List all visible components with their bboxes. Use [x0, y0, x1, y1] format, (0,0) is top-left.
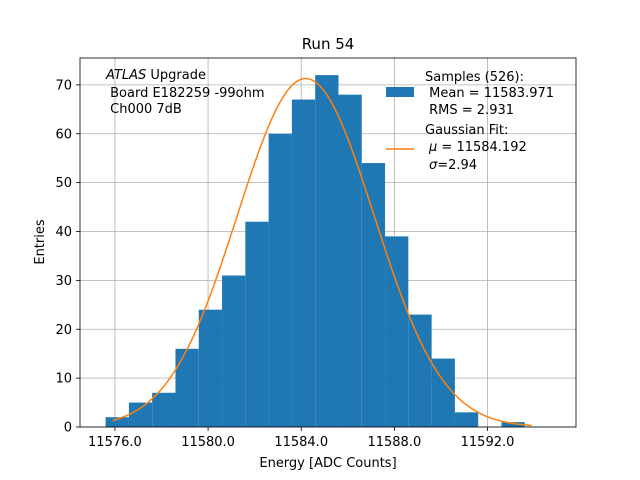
y-tick-label: 70 [55, 78, 72, 93]
x-axis-ticks: 11576.0 11580.0 11584.0 11588.0 11592.0 [88, 427, 514, 450]
x-tick-label: 11576.0 [88, 435, 142, 450]
histogram-bar [501, 422, 525, 427]
histogram-bar [245, 221, 269, 427]
y-tick-label: 30 [55, 274, 72, 289]
histogram-bar [431, 358, 455, 427]
svg-text:σ=2.94: σ=2.94 [429, 158, 477, 173]
plot-area-frame [79, 57, 577, 428]
x-axis-label: Energy [ADC Counts] [259, 456, 396, 471]
svg-text:ATLAS Upgrade: ATLAS Upgrade [105, 68, 206, 83]
annotation-channel: Ch000 7dB [106, 102, 182, 117]
histogram-bar [385, 236, 409, 427]
histogram-bar [454, 412, 479, 427]
annotation-board: Board E182259 -99ohm [106, 86, 265, 101]
annotation-upgrade: Upgrade [146, 68, 206, 83]
histogram-bar [175, 348, 199, 427]
chart-title: Run 54 [302, 35, 355, 53]
legend: Samples (526): Mean = 11583.971 RMS = 2.… [386, 70, 554, 173]
histogram-bar [408, 314, 432, 427]
y-axis-ticks: 0 10 20 30 40 50 60 70 [55, 78, 80, 436]
histogram-bar [128, 402, 153, 427]
histogram-bars [105, 75, 525, 428]
legend-samples-rms: RMS = 2.931 [425, 103, 514, 118]
legend-fit-sigma-symbol: σ [429, 158, 438, 173]
x-tick-label: 11584.0 [274, 435, 328, 450]
y-tick-label: 60 [55, 127, 72, 142]
y-tick-label: 0 [64, 421, 72, 436]
y-tick-label: 20 [55, 323, 72, 338]
run-annotation: ATLAS Upgrade Board E182259 -99ohm Ch000… [105, 68, 265, 117]
y-tick-label: 10 [55, 372, 72, 387]
histogram-bar [222, 275, 246, 427]
y-tick-label: 50 [55, 176, 72, 191]
histogram-bar [315, 75, 339, 427]
x-tick-label: 11588.0 [367, 435, 421, 450]
histogram-bar [338, 94, 362, 427]
x-tick-label: 11592.0 [461, 435, 515, 450]
histogram-bar [268, 133, 292, 427]
y-axis-label: Entries [33, 219, 48, 265]
y-tick-label: 40 [55, 225, 72, 240]
svg-text:μ = 11584.192: μ = 11584.192 [428, 140, 527, 155]
annotation-atlas: ATLAS [105, 68, 146, 83]
histogram-bar [198, 309, 223, 427]
legend-fit-title: Gaussian Fit: [425, 123, 508, 138]
legend-fit-sigma: =2.94 [437, 158, 477, 173]
legend-samples-mean: Mean = 11583.971 [425, 86, 554, 101]
histogram-bar [361, 163, 386, 427]
legend-fit-mu-symbol: μ [428, 140, 437, 155]
gaussian-fit-curve [112, 77, 532, 427]
legend-samples-swatch [386, 87, 414, 97]
x-tick-label: 11580.0 [181, 435, 235, 450]
histogram-bar [152, 392, 176, 427]
histogram-bar [291, 99, 316, 428]
legend-fit-mu: = 11584.192 [437, 140, 526, 155]
histogram-bar [105, 417, 129, 427]
legend-samples-title: Samples (526): [425, 70, 524, 85]
